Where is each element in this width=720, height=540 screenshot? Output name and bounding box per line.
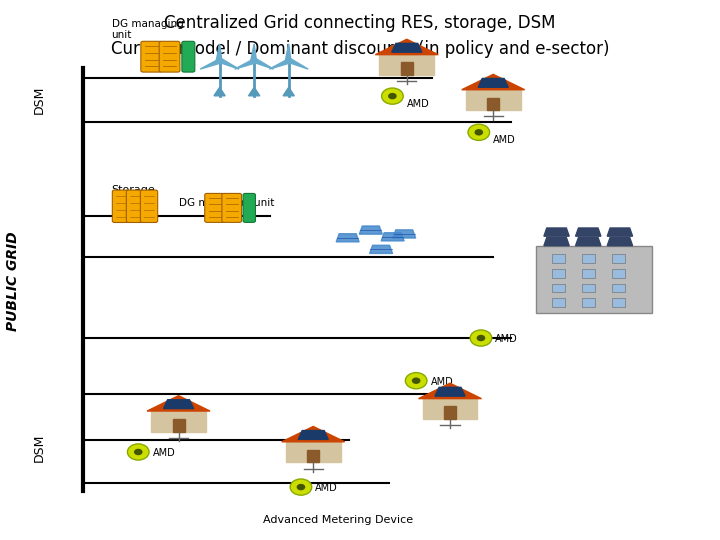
Polygon shape	[607, 228, 633, 236]
Polygon shape	[200, 59, 221, 69]
Polygon shape	[147, 396, 210, 411]
Polygon shape	[286, 442, 341, 462]
Polygon shape	[282, 427, 345, 442]
Circle shape	[412, 377, 420, 384]
Polygon shape	[216, 44, 222, 60]
Polygon shape	[235, 59, 256, 69]
Polygon shape	[435, 387, 465, 396]
Polygon shape	[151, 411, 206, 431]
Text: DG managing unit: DG managing unit	[179, 198, 274, 208]
Polygon shape	[418, 383, 482, 399]
Polygon shape	[544, 228, 570, 236]
Text: DSM: DSM	[33, 86, 46, 114]
Circle shape	[405, 373, 427, 389]
FancyBboxPatch shape	[182, 42, 195, 72]
FancyBboxPatch shape	[612, 284, 624, 292]
FancyBboxPatch shape	[222, 193, 241, 222]
Polygon shape	[369, 245, 392, 253]
FancyBboxPatch shape	[612, 299, 624, 307]
Polygon shape	[248, 87, 260, 96]
FancyBboxPatch shape	[552, 299, 564, 307]
Polygon shape	[214, 87, 225, 96]
Polygon shape	[359, 226, 382, 234]
FancyBboxPatch shape	[536, 246, 652, 313]
FancyBboxPatch shape	[612, 269, 624, 278]
Polygon shape	[444, 407, 456, 419]
Polygon shape	[478, 78, 508, 87]
Polygon shape	[163, 400, 194, 409]
FancyBboxPatch shape	[612, 254, 624, 263]
Text: AMD: AMD	[153, 448, 176, 457]
Polygon shape	[298, 430, 328, 440]
Polygon shape	[285, 44, 291, 60]
Text: AMD: AMD	[315, 483, 338, 493]
Circle shape	[470, 330, 492, 346]
Polygon shape	[462, 75, 525, 90]
Polygon shape	[381, 233, 404, 241]
FancyBboxPatch shape	[112, 190, 130, 222]
Polygon shape	[487, 98, 499, 110]
Text: DSM: DSM	[33, 434, 46, 462]
Circle shape	[297, 484, 305, 490]
Polygon shape	[307, 450, 319, 462]
Polygon shape	[269, 59, 290, 69]
FancyBboxPatch shape	[204, 193, 225, 222]
Text: Current model / Dominant discourse (in policy and e-sector): Current model / Dominant discourse (in p…	[111, 40, 609, 58]
Circle shape	[127, 444, 149, 460]
FancyBboxPatch shape	[552, 254, 564, 263]
Circle shape	[468, 124, 490, 140]
FancyBboxPatch shape	[552, 269, 564, 278]
Circle shape	[134, 449, 143, 455]
Text: AMD: AMD	[495, 334, 518, 344]
FancyBboxPatch shape	[141, 42, 161, 72]
Polygon shape	[423, 399, 477, 419]
Polygon shape	[218, 58, 239, 69]
Text: Centralized Grid connecting RES, storage, DSM: Centralized Grid connecting RES, storage…	[164, 14, 556, 31]
Text: AMD: AMD	[407, 99, 430, 109]
FancyBboxPatch shape	[140, 190, 158, 222]
Polygon shape	[575, 228, 601, 236]
FancyBboxPatch shape	[582, 269, 595, 278]
Polygon shape	[607, 238, 633, 246]
Polygon shape	[544, 238, 570, 246]
Polygon shape	[379, 55, 434, 75]
FancyBboxPatch shape	[582, 284, 595, 292]
Polygon shape	[251, 44, 256, 60]
Polygon shape	[336, 234, 359, 242]
Polygon shape	[392, 43, 422, 52]
Circle shape	[477, 335, 485, 341]
Polygon shape	[173, 419, 184, 431]
FancyBboxPatch shape	[127, 190, 143, 222]
Circle shape	[474, 129, 483, 136]
FancyBboxPatch shape	[552, 284, 564, 292]
Polygon shape	[575, 238, 601, 246]
Text: AMD: AMD	[431, 377, 454, 387]
Text: AMD: AMD	[493, 136, 516, 145]
Text: PUBLIC GRID: PUBLIC GRID	[6, 231, 20, 330]
Polygon shape	[466, 90, 521, 110]
FancyBboxPatch shape	[582, 299, 595, 307]
Polygon shape	[287, 58, 308, 69]
Polygon shape	[375, 39, 438, 55]
Polygon shape	[392, 230, 415, 238]
Polygon shape	[253, 58, 274, 69]
Circle shape	[388, 93, 397, 99]
FancyBboxPatch shape	[243, 193, 256, 222]
Text: DG managing
unit: DG managing unit	[112, 19, 184, 40]
Polygon shape	[283, 87, 294, 96]
Polygon shape	[401, 63, 413, 75]
Text: Advanced Metering Device: Advanced Metering Device	[264, 515, 413, 525]
FancyBboxPatch shape	[159, 42, 180, 72]
Circle shape	[290, 479, 312, 495]
Circle shape	[382, 88, 403, 104]
FancyBboxPatch shape	[582, 254, 595, 263]
Text: Storage: Storage	[112, 185, 156, 195]
